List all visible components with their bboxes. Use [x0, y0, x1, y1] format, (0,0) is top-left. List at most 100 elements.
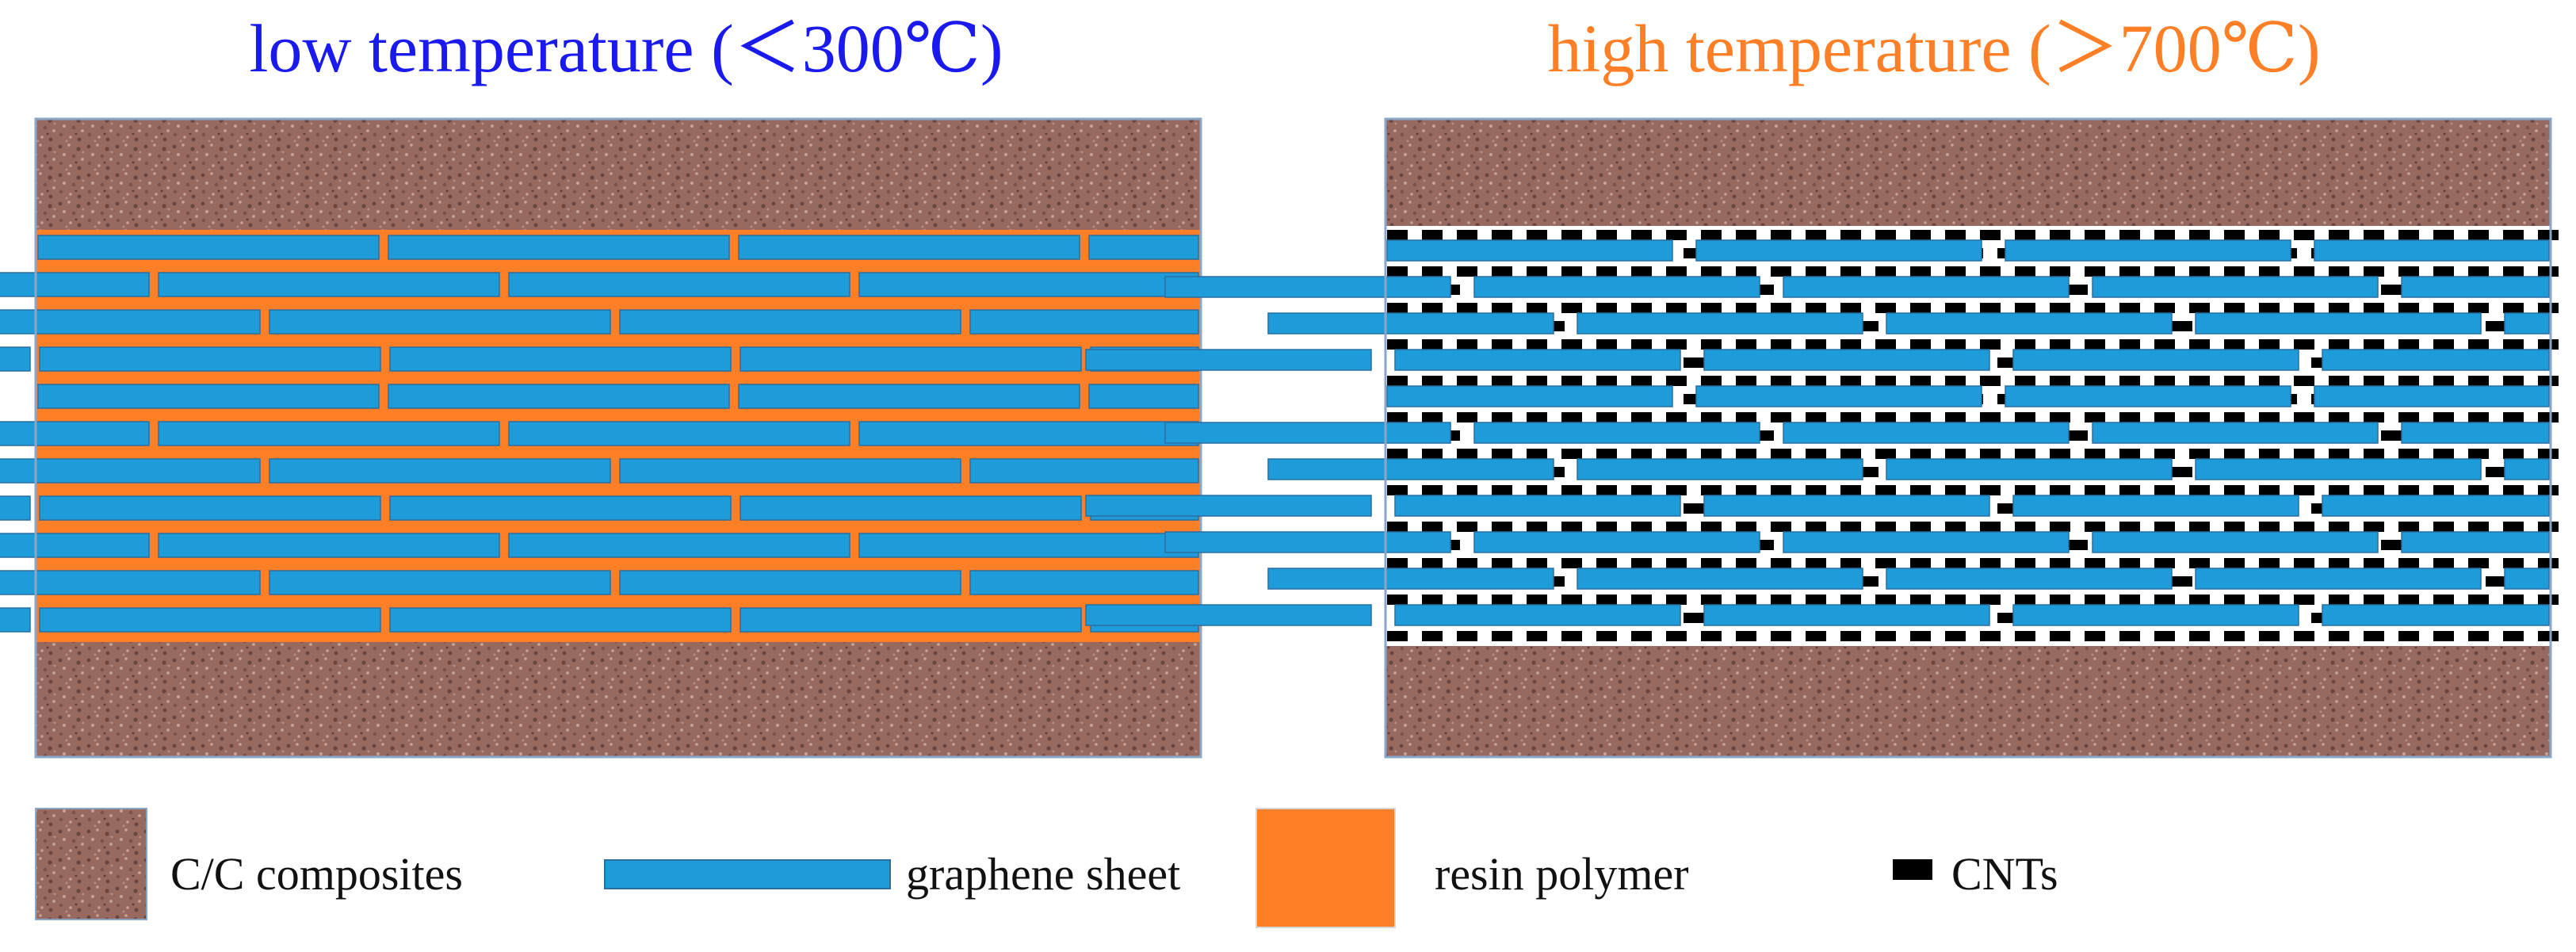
cnt-segment [1945, 412, 1966, 422]
cnt-segment [2189, 595, 2210, 605]
cnt-segment [1875, 522, 1896, 532]
cnt-segment [2119, 266, 2140, 277]
graphene-sheet [158, 272, 500, 297]
cnt-segment [1631, 522, 1652, 532]
cnt-segment [2119, 522, 2140, 532]
cnt-segment [1736, 412, 1756, 422]
cnt-segment [2224, 595, 2245, 605]
cnt-segment [1631, 303, 1652, 313]
cnt-segment [1527, 230, 1547, 240]
graphene-sheet [0, 607, 31, 633]
cnt-segment [2538, 631, 2559, 641]
cnt-segment [2224, 303, 2245, 313]
graphene-sheet [969, 309, 1199, 335]
cnt-segment [1771, 303, 1791, 313]
cnt-segment [1492, 449, 1512, 459]
cnt-segment [1806, 412, 1826, 422]
cnt-segment [2259, 558, 2280, 568]
cnt-segment [2398, 412, 2419, 422]
cnt-segment [1701, 595, 1722, 605]
graphene-sheet [738, 384, 1080, 409]
cnt-segment [1561, 595, 1582, 605]
cnt-segment [1875, 266, 1896, 277]
cnt-segment [2224, 558, 2245, 568]
cnt-segment [1771, 522, 1791, 532]
graphene-sheet [1394, 604, 1681, 626]
cnt-segment [2468, 339, 2489, 350]
cnt-segment [1492, 230, 1512, 240]
cnt-segment [1561, 631, 1582, 641]
graphene-sheet [1164, 531, 1451, 553]
graphene-sheet [1085, 349, 1372, 371]
cnt-segment [1561, 412, 1582, 422]
graphene-sheet [389, 607, 732, 633]
cnt-segment [1422, 485, 1443, 495]
cnt-segment [1910, 558, 1931, 568]
cnt-segment [2468, 631, 2489, 641]
cnt-segment [2119, 339, 2140, 350]
graphene-sheet [740, 495, 1082, 521]
cnt-segment [1910, 449, 1931, 459]
cnt-segment [2119, 449, 2140, 459]
cnt-segment [1945, 522, 1966, 532]
cnt-segment [2433, 303, 2454, 313]
cnt-segment [1596, 449, 1617, 459]
graphene-sheet [2012, 349, 2299, 371]
cnt-segment [1596, 631, 1617, 641]
cnt-segment [2224, 631, 2245, 641]
cnt-segment [1387, 485, 1408, 495]
cnt-segment [1806, 230, 1826, 240]
cc-top-layer [36, 119, 1201, 230]
cnt-segment [2468, 412, 2489, 422]
cnt-segment [2259, 485, 2280, 495]
cnt-segment [2085, 303, 2105, 313]
cnt-segment [2538, 376, 2559, 386]
cnt-segment [1701, 303, 1722, 313]
graphene-sheet [2401, 531, 2550, 553]
graphene-sheet [1695, 385, 1982, 407]
cnt-segment [2085, 631, 2105, 641]
cnt-segment [2329, 485, 2349, 495]
cnt-segment [2189, 266, 2210, 277]
graphene-sheet [1394, 349, 1681, 371]
cnt-segment [2433, 595, 2454, 605]
cnt-segment [2433, 412, 2454, 422]
cnt-segment [2433, 339, 2454, 350]
cnt-segment [1980, 266, 2001, 277]
graphene-sheet [2314, 385, 2550, 407]
cnt-segment [1980, 339, 2001, 350]
cnt-segment [1492, 595, 1512, 605]
cnt-segment [2259, 522, 2280, 532]
cnt-segment [2486, 576, 2506, 587]
graphene-sheet [2401, 276, 2550, 298]
graphene-sheet [1267, 312, 1554, 335]
cnt-segment [1701, 485, 1722, 495]
graphene-sheet [2504, 458, 2550, 480]
cnt-segment [2381, 285, 2402, 295]
cnt-segment [2119, 558, 2140, 568]
cnt-segment [1527, 522, 1547, 532]
cnt-segment [1806, 303, 1826, 313]
graphene-sheet [1886, 458, 2173, 480]
cnt-segment [2119, 631, 2140, 641]
cnt-segment [2172, 576, 2192, 587]
cnt-segment [2329, 339, 2349, 350]
cnt-segment [1701, 376, 1722, 386]
cnt-segment [1457, 449, 1477, 459]
cnt-segment [1387, 303, 1408, 313]
cnt-segment [1457, 376, 1477, 386]
cnt-segment [1387, 449, 1408, 459]
cnt-segment [2189, 303, 2210, 313]
cnt-segment [2364, 266, 2384, 277]
cnt-segment [2433, 449, 2454, 459]
cnt-segment [2503, 230, 2524, 240]
cnt-segment [1596, 485, 1617, 495]
graphene-sheet [1164, 276, 1451, 298]
cnt-segment [1666, 485, 1687, 495]
cnt-segment [2398, 558, 2419, 568]
cnt-segment [1736, 303, 1756, 313]
cnt-segment [1875, 230, 1896, 240]
cnt-segment [1631, 230, 1652, 240]
cnt-segment [2538, 230, 2559, 240]
cnt-segment [1875, 485, 1896, 495]
